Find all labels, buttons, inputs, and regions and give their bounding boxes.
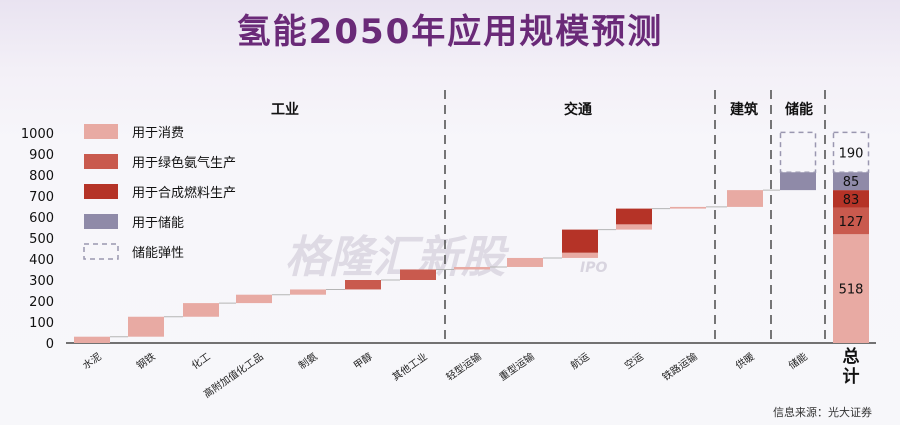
- bar-segment-green-ammonia: [833, 207, 869, 235]
- bar-segment-synthetic-fuel: [562, 229, 598, 253]
- category-label: 钢铁: [134, 350, 158, 372]
- bar-segment-consumption: [507, 257, 543, 267]
- y-tick-label: 300: [29, 274, 54, 289]
- legend-swatch: [84, 154, 118, 169]
- bar-segment-consumption: [833, 234, 869, 343]
- bar-segment-synthetic-fuel: [833, 190, 869, 208]
- y-tick-label: 600: [29, 211, 54, 226]
- bar-segment-storage-elasticity: [779, 131, 817, 174]
- data-label: 518: [839, 283, 864, 298]
- bar-segment-consumption: [74, 336, 110, 343]
- category-label: 重型运输: [496, 350, 536, 384]
- y-tick-label: 1000: [21, 127, 54, 142]
- data-label: 127: [839, 215, 864, 230]
- data-label: 83: [843, 193, 860, 208]
- bar-segment-consumption: [128, 316, 164, 337]
- bar-segment-storage-elasticity: [832, 131, 870, 174]
- category-label: 制氨: [296, 350, 320, 372]
- category-label-total: 计: [843, 366, 860, 387]
- bar-segment-consumption: [562, 252, 598, 258]
- category-label-total: 总: [843, 346, 860, 367]
- bar-segment-consumption: [727, 190, 763, 207]
- bar-segment-green-ammonia: [345, 280, 381, 290]
- y-axis: 0 100 200 300 400 500 600 700 800 900 1000: [21, 127, 876, 352]
- category-label: 供暖: [733, 350, 757, 372]
- legend-label: 储能弹性: [132, 246, 184, 261]
- y-tick-label: 0: [46, 337, 54, 352]
- data-label: 85: [843, 175, 860, 190]
- y-tick-label: 700: [29, 190, 54, 205]
- bar-segment-consumption: [616, 224, 652, 230]
- section-label: 工业: [271, 102, 299, 118]
- legend-swatch: [84, 184, 118, 199]
- bar-segment-consumption: [290, 289, 326, 295]
- bar-segment-consumption: [183, 303, 219, 317]
- bar-segment-green-ammonia: [400, 269, 436, 280]
- category-label: 甲醇: [351, 350, 375, 372]
- watermark: 格隆汇新股 IPO: [285, 232, 607, 283]
- watermark-text: 格隆汇新股: [285, 232, 510, 283]
- bar-segment-storage: [780, 172, 816, 191]
- data-label: 190: [839, 146, 864, 161]
- category-label: 水泥: [80, 350, 104, 372]
- legend-swatch: [83, 243, 119, 260]
- section-label: 交通: [564, 101, 592, 118]
- category-label: 其他工业: [389, 350, 429, 384]
- page-title: 氢能2050年应用规模预测: [236, 12, 664, 52]
- bar-segment-consumption: [454, 266, 490, 270]
- section-label: 建筑: [730, 101, 758, 118]
- legend-label: 用于消费: [132, 126, 184, 141]
- category-label: 化工: [189, 350, 213, 372]
- category-label: 空运: [622, 350, 646, 372]
- section-dividers: 工业 交通 建筑 储能: [271, 90, 826, 343]
- section-label: 储能: [784, 101, 813, 118]
- legend-swatch: [84, 124, 118, 139]
- y-tick-label: 100: [29, 316, 54, 331]
- bar-segment-consumption: [236, 294, 272, 304]
- y-tick-label: 800: [29, 169, 54, 184]
- category-label: 储能: [786, 350, 810, 372]
- bar-segment-consumption: [670, 206, 706, 209]
- y-tick-label: 500: [29, 232, 54, 247]
- category-label: 航运: [568, 350, 592, 372]
- bar-segment-synthetic-fuel: [616, 208, 652, 225]
- legend-label: 用于储能: [132, 216, 184, 231]
- legend-label: 用于绿色氨气生产: [132, 155, 236, 171]
- y-tick-label: 200: [29, 295, 54, 310]
- category-label: 铁路运输: [659, 350, 699, 384]
- legend-label: 用于合成燃料生产: [132, 185, 236, 201]
- bar-segment-storage: [833, 172, 869, 191]
- category-label: 高附加值化工品: [201, 350, 266, 401]
- y-tick-label: 400: [29, 253, 54, 268]
- source-note: 信息来源：光大证券: [773, 406, 872, 419]
- category-label: 轻型运输: [443, 350, 483, 384]
- legend-swatch: [84, 214, 118, 229]
- bars: 518 127 83 85 190: [74, 131, 870, 343]
- watermark-sub: IPO: [580, 260, 607, 276]
- y-tick-label: 900: [29, 148, 54, 163]
